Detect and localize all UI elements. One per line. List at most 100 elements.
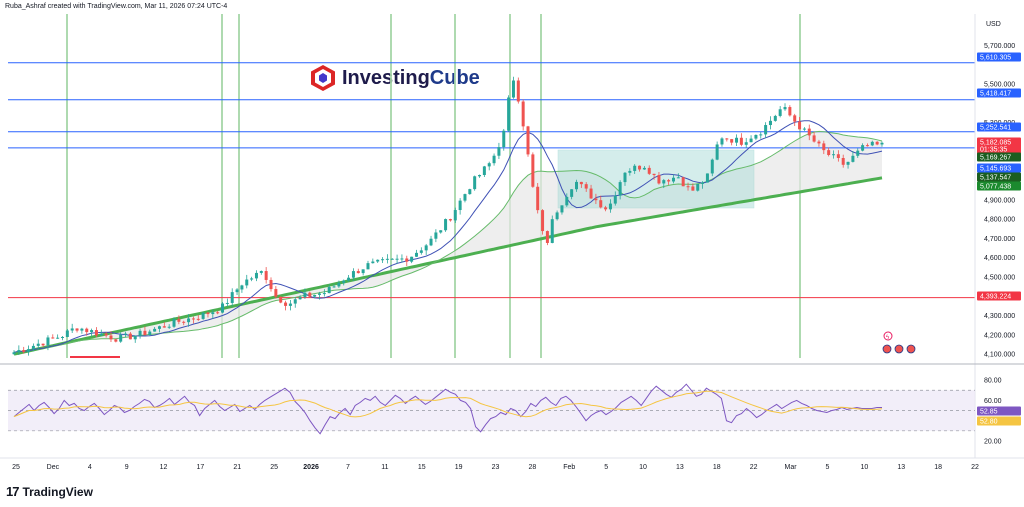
candle-140 — [691, 183, 695, 191]
candle-132 — [652, 173, 656, 180]
candle-47 — [240, 284, 244, 293]
candle-99 — [492, 153, 496, 166]
candle-141 — [696, 183, 700, 192]
candle-100 — [497, 142, 501, 159]
candle-111 — [550, 215, 554, 244]
candle-170 — [836, 150, 840, 162]
candle-37 — [191, 316, 195, 324]
candle-179 — [880, 141, 884, 147]
candle-124 — [613, 191, 617, 206]
candle-23 — [124, 331, 128, 338]
candle-76 — [381, 257, 385, 264]
candle-84 — [419, 247, 423, 255]
candle-171 — [841, 154, 845, 168]
candle-163 — [802, 127, 806, 131]
ma-20-line — [13, 120, 883, 353]
candle-80 — [400, 254, 404, 263]
candle-97 — [482, 165, 486, 178]
candle-51 — [259, 270, 263, 275]
candle-86 — [429, 235, 433, 247]
consolidation-range-box — [557, 149, 755, 209]
candle-107 — [531, 152, 535, 188]
candle-55 — [279, 296, 283, 304]
rsi-tick-1: 60.00 — [984, 398, 1002, 405]
candle-153 — [754, 134, 758, 141]
candle-128 — [633, 164, 637, 174]
time-tick-8: 2026 — [303, 464, 319, 470]
candle-61 — [308, 291, 312, 298]
candle-92 — [458, 198, 462, 215]
candle-71 — [356, 268, 360, 274]
currency-label: USD — [986, 21, 1001, 28]
candle-138 — [681, 176, 685, 187]
candle-115 — [570, 189, 574, 200]
price-tick-3: 4,900.000 — [984, 197, 1015, 204]
candle-94 — [468, 188, 472, 195]
candle-68 — [342, 279, 346, 286]
investingcube-cube-icon — [311, 65, 335, 91]
candle-157 — [773, 114, 777, 122]
price-tag-7-bg — [977, 181, 1021, 191]
price-chart[interactable]: USD5,700.0005,500.0005,300.0004,900.0004… — [0, 0, 1024, 470]
time-tick-10: 11 — [381, 464, 388, 470]
time-tick-24: 13 — [897, 464, 905, 470]
time-tick-18: 13 — [676, 464, 684, 470]
candle-143 — [705, 173, 709, 183]
candle-176 — [865, 143, 869, 147]
candle-110 — [545, 230, 549, 246]
candle-56 — [284, 300, 288, 311]
candle-149 — [735, 134, 739, 146]
candle-13 — [75, 328, 79, 333]
price-tick-7: 4,500.000 — [984, 274, 1015, 281]
price-tag-8-bg — [977, 291, 1021, 301]
candle-101 — [502, 128, 506, 151]
ma-200-line — [13, 176, 883, 356]
candle-24 — [128, 332, 132, 340]
candle-57 — [288, 299, 292, 311]
time-tick-0: 25 — [12, 464, 20, 470]
candle-146 — [720, 137, 724, 147]
price-tag-4: 5,169.267 — [980, 155, 1011, 162]
candle-93 — [463, 193, 467, 203]
candle-103 — [511, 76, 515, 99]
candle-21 — [114, 338, 118, 343]
candle-106 — [526, 125, 530, 157]
vertical-band-5 — [509, 14, 511, 358]
price-tag-2: 5,252.541 — [980, 125, 1011, 132]
candle-155 — [764, 122, 768, 139]
time-tick-20: 22 — [750, 464, 758, 470]
candle-175 — [861, 143, 865, 152]
vertical-band-2 — [238, 14, 240, 358]
candle-98 — [487, 161, 491, 171]
candle-159 — [783, 103, 787, 111]
candle-12 — [70, 323, 74, 333]
tradingview-mark-icon: 17 — [6, 484, 20, 499]
candle-32 — [167, 324, 171, 329]
price-tag-0: 5,610.305 — [980, 55, 1011, 62]
vertical-band-3 — [390, 14, 392, 358]
investingcube-logo: InvestingCube — [310, 64, 480, 92]
candle-164 — [807, 124, 811, 141]
candle-8 — [51, 334, 55, 339]
candle-122 — [604, 205, 608, 212]
vertical-band-1 — [221, 14, 223, 358]
candle-31 — [162, 322, 166, 328]
price-tick-10: 4,100.000 — [984, 352, 1015, 359]
candle-70 — [351, 268, 355, 281]
rsi-tick-0: 80.00 — [984, 378, 1002, 385]
candle-91 — [453, 207, 457, 223]
candle-174 — [856, 148, 860, 158]
candle-173 — [851, 151, 855, 163]
time-tick-2: 4 — [88, 464, 92, 470]
price-tag-3-bg — [977, 137, 1021, 154]
rsi-tag-0-bg — [977, 406, 1021, 416]
candle-137 — [676, 173, 680, 179]
candle-177 — [870, 140, 874, 147]
candle-40 — [206, 311, 210, 318]
price-tag-7: 5,077.438 — [980, 184, 1011, 191]
candle-18 — [99, 329, 103, 337]
candle-168 — [827, 147, 831, 157]
candle-125 — [618, 180, 622, 200]
candle-3 — [27, 345, 31, 356]
candle-4 — [31, 343, 35, 352]
